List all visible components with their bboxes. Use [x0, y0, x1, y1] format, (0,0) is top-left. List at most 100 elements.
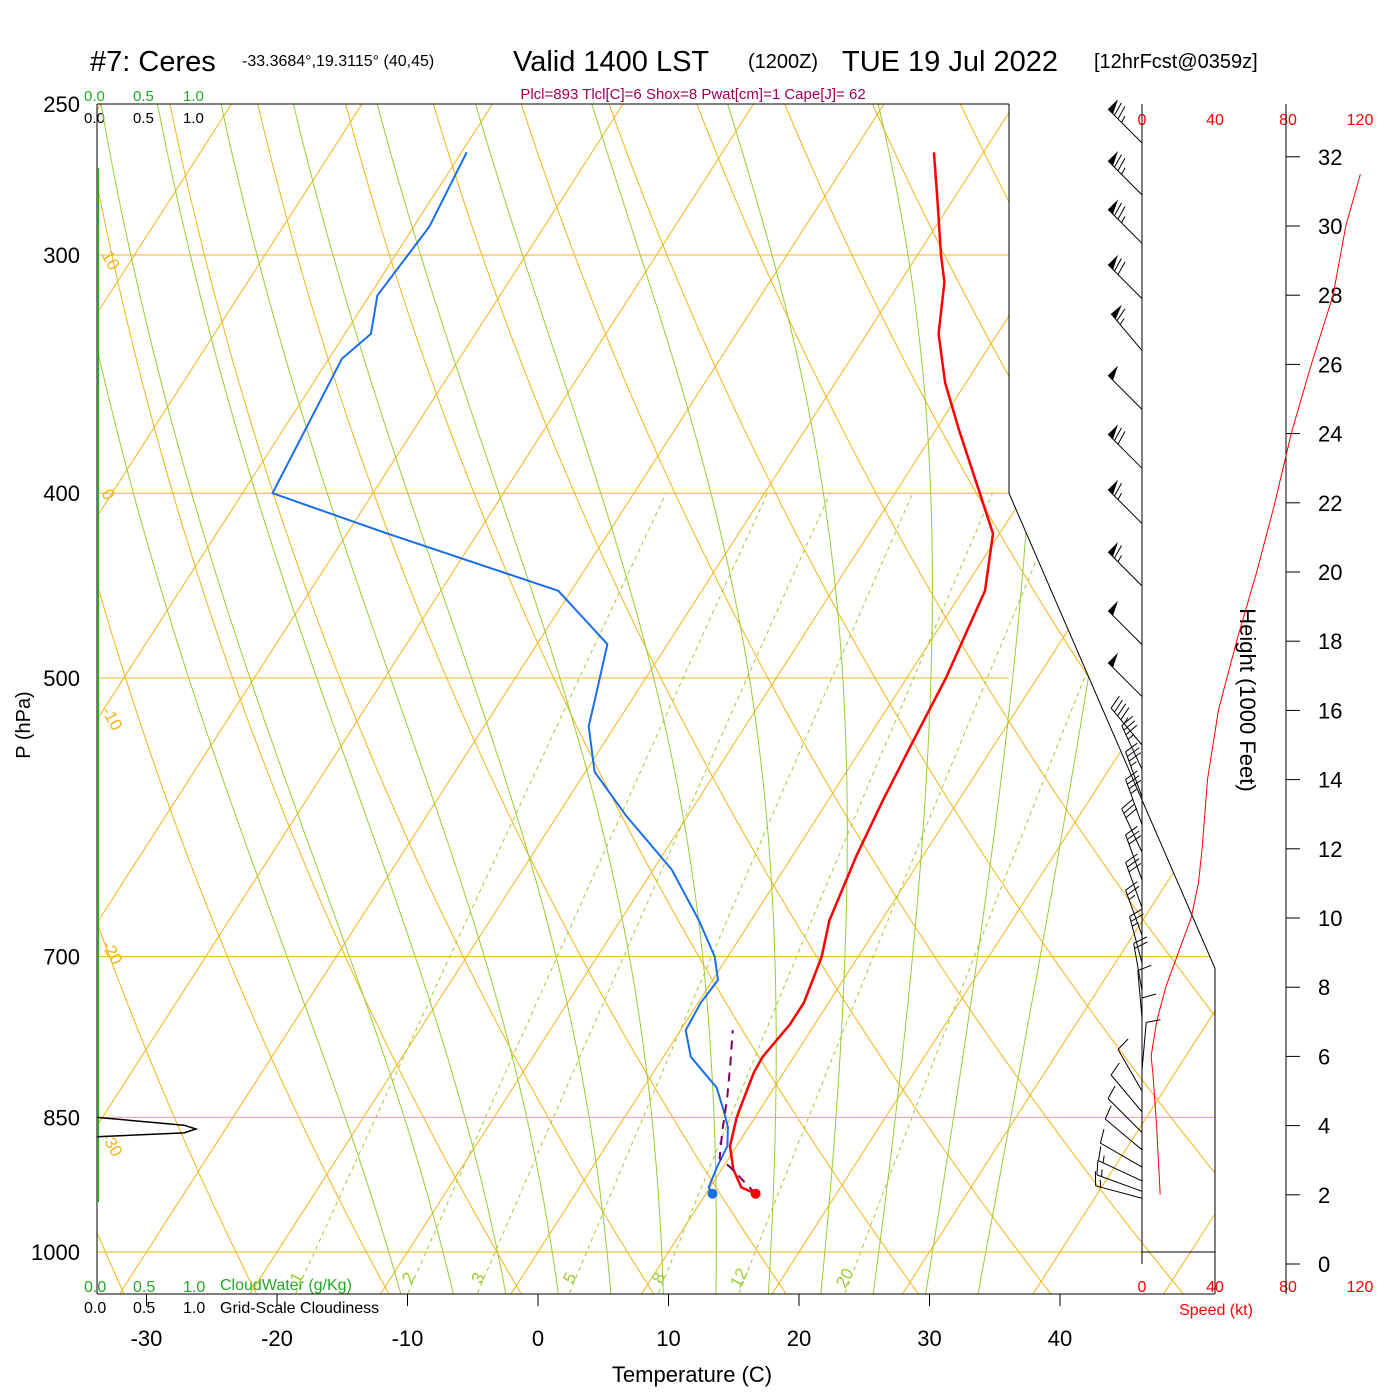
- moist-adiabat: [213, 104, 560, 1294]
- isotherm-label: -20: [98, 937, 127, 968]
- wind-barb: [1125, 853, 1143, 908]
- wind-barb-staff: [1107, 433, 1143, 469]
- height-tick-label: 10: [1318, 906, 1342, 931]
- isotherm-label: 10: [98, 248, 124, 274]
- height-tick-label: 18: [1318, 629, 1342, 654]
- dry-adiabat: [943, 104, 1215, 1294]
- isotherm-line: [97, 104, 385, 1294]
- wind-barb-pennant: [1108, 424, 1118, 440]
- dry-adiabat: [1030, 104, 1215, 1294]
- speed-tick: 120: [1347, 112, 1374, 129]
- wind-barb-half-feather: [1119, 318, 1125, 325]
- wind-barb-pennant: [1108, 365, 1118, 381]
- wind-barb-half-feather: [1121, 115, 1126, 123]
- wind-panel: [1094, 99, 1361, 1199]
- x-tick-label: 40: [1048, 1326, 1072, 1351]
- cloud-scale-top: 0.0 0.5 1.0 0.0 0.5 1.0: [84, 88, 204, 127]
- wind-barb-half-feather: [1101, 1169, 1103, 1177]
- mixing-ratio-label: 8: [648, 1269, 669, 1286]
- wind-barb: [1107, 542, 1143, 587]
- mixing-ratio-line: [292, 492, 667, 1294]
- height-tick-label: 8: [1318, 975, 1330, 1000]
- mixing-ratio-label: 2: [398, 1269, 419, 1286]
- wind-barb-feather: [1130, 913, 1144, 922]
- cloud-scale-bottom: 0.0 0.5 1.0 CloudWater (g/Kg) 0.0 0.5 1.…: [84, 1277, 379, 1317]
- wind-barb-feather: [1127, 858, 1140, 868]
- height-tick-label: 16: [1318, 698, 1342, 723]
- wind-barb-pennant: [1108, 199, 1118, 215]
- wind-barb-feather: [1117, 157, 1126, 172]
- isotherm-label: 10: [1113, 499, 1151, 537]
- speed-scale-top: 0 40 80 120: [1138, 112, 1374, 129]
- mixing-ratio-label: 3: [467, 1269, 488, 1286]
- cloudiness-tick: 0.5: [133, 1300, 155, 1317]
- moist-adiabat: [869, 104, 933, 1294]
- wind-barb-feather: [1137, 964, 1152, 971]
- wind-barb-pennant: [1108, 151, 1118, 166]
- height-tick-label: 24: [1318, 422, 1342, 447]
- isotherm-label: 20: [1150, 645, 1188, 683]
- wind-barb-feather: [1128, 835, 1142, 845]
- height-axis-label: Height (1000 Feet): [1235, 608, 1260, 791]
- wind-barb: [1121, 798, 1143, 853]
- wind-barb: [1110, 1062, 1143, 1113]
- wind-barb-feather: [1127, 775, 1140, 785]
- wind-barb: [1125, 825, 1143, 881]
- x-tick-label: -30: [131, 1326, 163, 1351]
- pressure-tick-label: 1000: [31, 1240, 80, 1265]
- dry-adiabat: [1292, 70, 1400, 1300]
- wind-barb-feather: [1127, 747, 1140, 757]
- station-title: #7: Ceres: [90, 46, 216, 78]
- cloudwater-label: CloudWater (g/Kg): [220, 1277, 352, 1294]
- wind-barb-feather: [1117, 105, 1126, 120]
- dry-adiabat: [1204, 104, 1215, 1294]
- wind-barb-half-feather: [1117, 492, 1122, 500]
- moist-adiabat: [367, 104, 665, 1294]
- x-tick-label: 10: [656, 1326, 680, 1351]
- wind-barb-staff: [1141, 1022, 1147, 1071]
- wind-barb-staff: [1129, 916, 1143, 964]
- wind-barb-feather: [1110, 695, 1120, 709]
- x-tick-label: 0: [532, 1326, 544, 1351]
- wind-barb-feather: [1104, 1105, 1112, 1120]
- isotherm-label: -10: [98, 703, 127, 734]
- wind-barb: [1107, 652, 1143, 697]
- wind-barb: [1107, 254, 1143, 300]
- wind-barb-feather: [1099, 1128, 1105, 1144]
- wind-barb-feather: [1125, 825, 1138, 836]
- wind-barb-feather: [1113, 483, 1122, 497]
- wind-barb-feather: [1117, 206, 1126, 220]
- wind-barb-feather: [1125, 770, 1138, 780]
- wind-barb-staff: [1096, 1174, 1143, 1192]
- x-tick-label: -10: [392, 1326, 424, 1351]
- speed-tick: 120: [1347, 1279, 1374, 1296]
- wind-barb: [1107, 1085, 1143, 1133]
- isotherm-line: [97, 104, 515, 1294]
- wind-barb-staff: [1107, 209, 1143, 244]
- wind-barb-pennant: [1108, 254, 1118, 270]
- x-axis-label: Temperature (C): [612, 1362, 772, 1387]
- wind-barb-feather: [1125, 853, 1138, 863]
- wind-barb-half-feather: [1102, 1155, 1105, 1163]
- wind-barb: [1104, 1105, 1143, 1151]
- wind-barb-feather: [1098, 1146, 1102, 1161]
- y-axis-label: P (hPa): [13, 691, 35, 758]
- wind-barb-feather: [1128, 779, 1142, 790]
- wind-barb-feather: [1117, 703, 1127, 717]
- wind-barb: [1107, 199, 1143, 244]
- mixing-ratio-line: [841, 493, 1160, 1294]
- x-tick-label: -20: [261, 1326, 293, 1351]
- wind-barb-feather: [1120, 707, 1130, 720]
- pressure-tick-label: 850: [43, 1105, 80, 1130]
- cloudwater-tick: 1.0: [183, 1279, 205, 1296]
- wind-barb-feather: [1128, 862, 1142, 873]
- isotherm-line: [97, 104, 646, 1294]
- moist-adiabat: [150, 104, 508, 1294]
- frame-layer: [96, 103, 1287, 1295]
- cloudiness-tick: 1.0: [183, 1300, 205, 1317]
- wind-barb-staff: [1110, 707, 1143, 746]
- cloudwater-tick: 0.5: [133, 1279, 155, 1296]
- cloudwater-tick: 0.5: [133, 88, 154, 105]
- wind-barb-staff: [1107, 610, 1143, 646]
